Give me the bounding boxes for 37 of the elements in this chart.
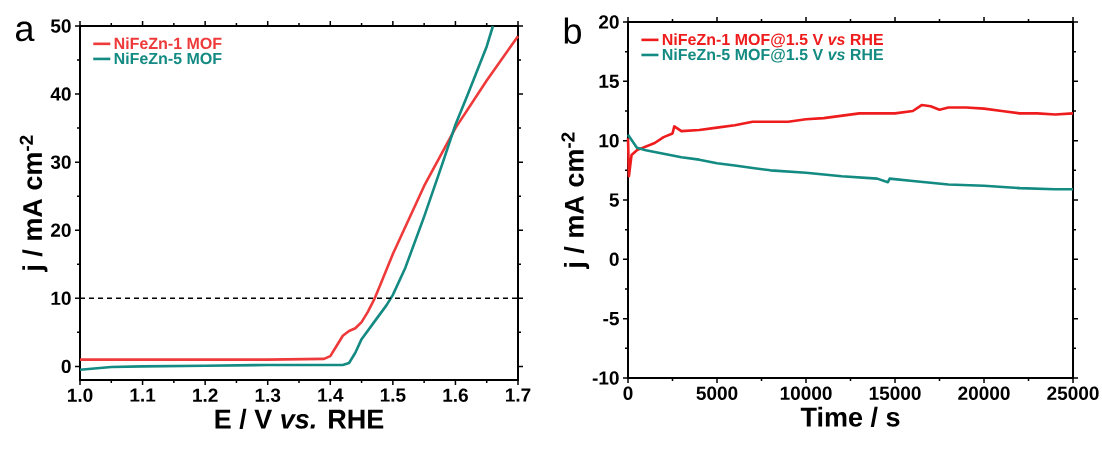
legend-label: NiFeZn-5 MOF@1.5 V vs RHE: [662, 48, 884, 63]
x-tick-label: 1.7: [505, 388, 531, 402]
y-tick-label: -10: [592, 371, 619, 385]
x-tick-label: 5000: [696, 386, 738, 400]
x-tick-label: 20000: [958, 386, 1010, 400]
x-tick-label: 1.2: [193, 388, 218, 402]
legend-label: NiFeZn-1 MOF: [114, 37, 222, 50]
y-tick-label: 20: [50, 223, 71, 237]
y-tick-label: 20: [599, 15, 619, 29]
y-tick-label: 30: [50, 155, 71, 169]
x-tick-label: 1.0: [67, 388, 93, 402]
x-tick-label: 25000: [1047, 386, 1099, 400]
x-tick-label: 1.4: [318, 388, 344, 402]
x-tick-label: 1.1: [130, 388, 156, 402]
y-tick-label: 10: [599, 133, 619, 148]
text: a: [15, 21, 35, 42]
x-tick-label: 1.6: [443, 388, 468, 402]
x-tick-label: 1.5: [380, 388, 406, 402]
y-axis-title: j / mA cm$^{-2}$: [19, 135, 48, 273]
y-tick-label: 15: [599, 74, 619, 88]
y-tick-label: 0: [61, 359, 71, 374]
x-tick-label: 1.3: [255, 388, 281, 403]
text: b: [564, 17, 581, 44]
legend-label: NiFeZn-5 MOF: [114, 52, 222, 65]
x-axis-title: Time / s: [800, 406, 900, 427]
y-tick-label: 0: [609, 252, 619, 267]
y-axis-title: j / mA cm$^{-2}$: [561, 132, 590, 270]
y-tick-label: -5: [603, 312, 619, 326]
x-axis-title: E / V vs. RHE: [215, 408, 384, 429]
x-tick-label: 15000: [869, 386, 921, 400]
y-tick-label: 10: [51, 291, 71, 306]
x-tick-label: 0: [623, 386, 633, 400]
y-tick-label: 5: [609, 193, 619, 207]
x-tick-label: 10000: [780, 386, 832, 400]
y-tick-label: 40: [50, 87, 71, 101]
legend-label: NiFeZn-1 MOF@1.5 V vs RHE: [662, 33, 884, 48]
y-tick-label: 50: [50, 19, 71, 33]
